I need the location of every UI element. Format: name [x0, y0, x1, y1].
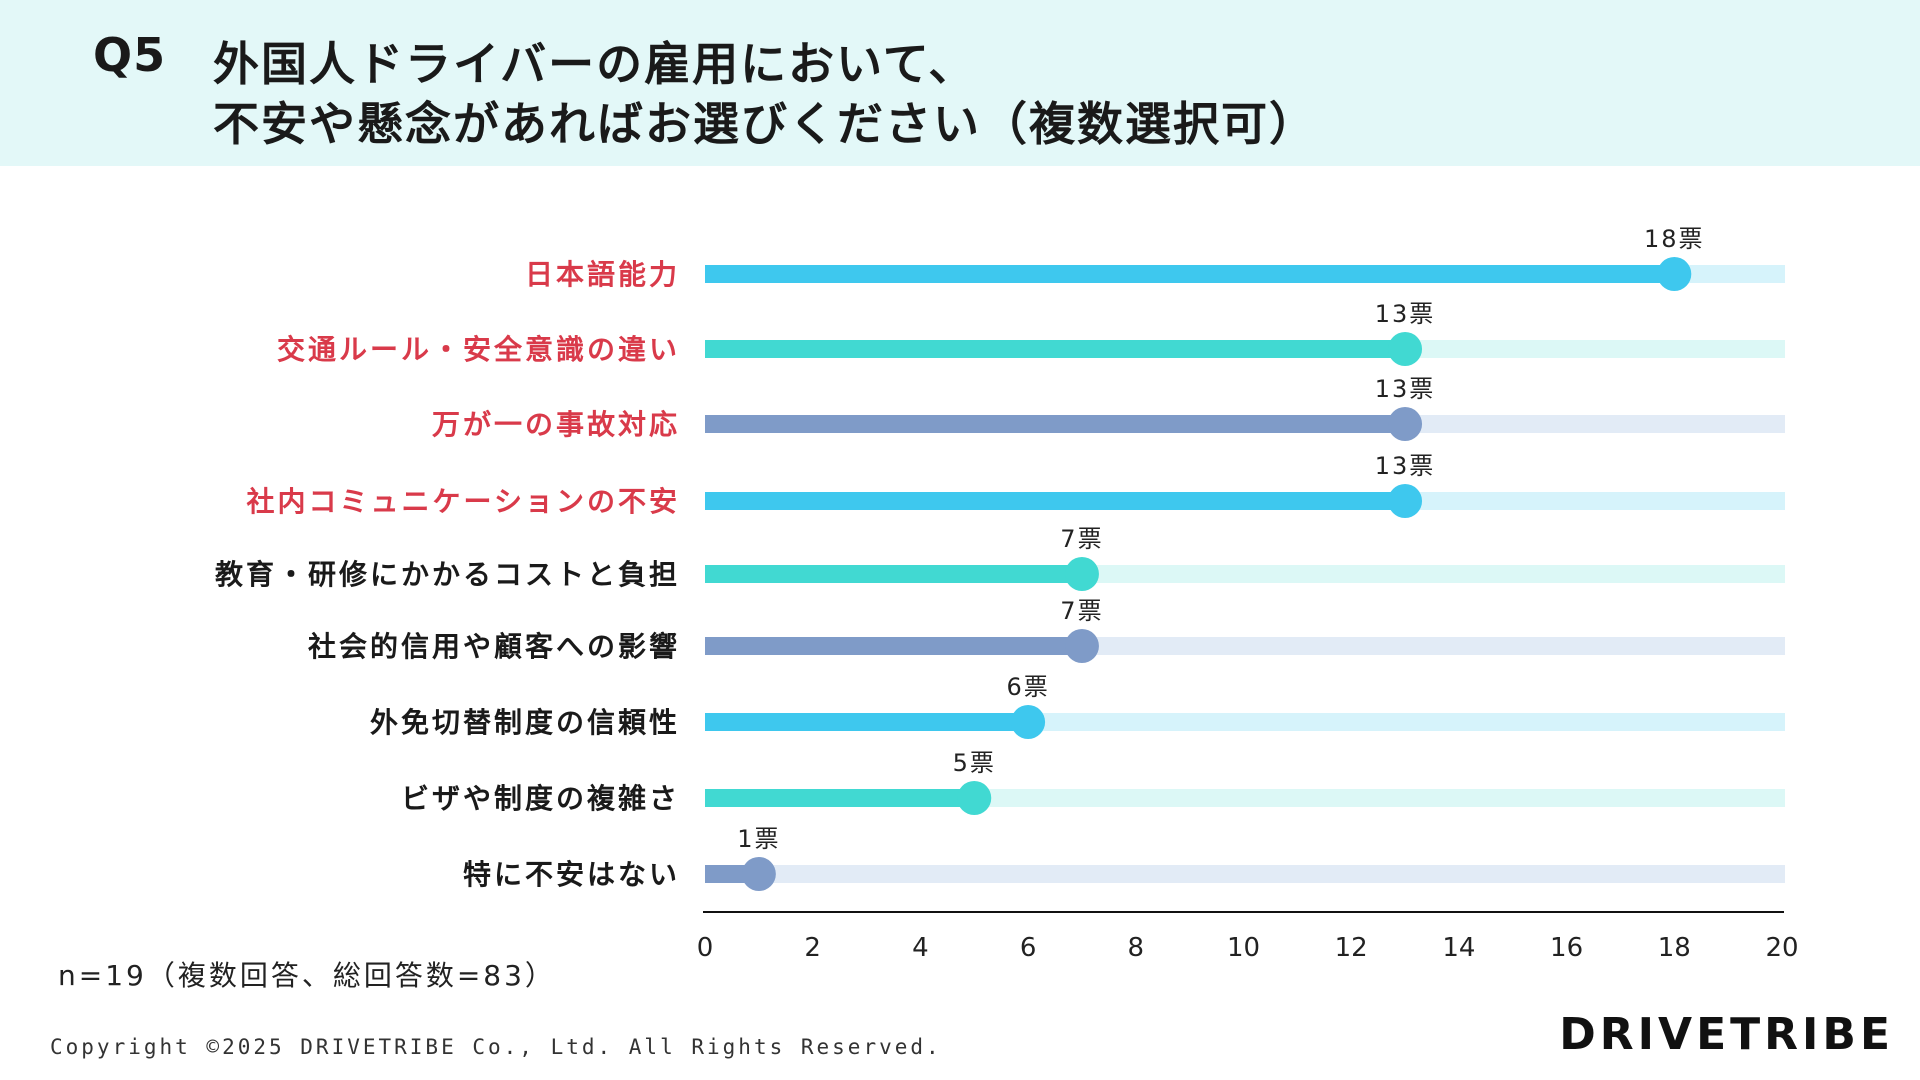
category-label: 交通ルール・安全意識の違い: [277, 333, 680, 366]
x-tick-label: 20: [1765, 933, 1798, 963]
category-label: 特に不安はない: [463, 858, 680, 891]
x-tick-label: 2: [804, 933, 821, 963]
bar-dot: [1064, 629, 1099, 663]
value-label: 7票: [1060, 597, 1103, 625]
bar: [705, 713, 1029, 731]
x-tick-label: 18: [1658, 933, 1691, 963]
value-label: 13票: [1375, 375, 1436, 403]
value-label: 7票: [1060, 525, 1103, 553]
bar-dot: [1388, 332, 1423, 366]
x-tick-label: 8: [1128, 933, 1145, 963]
bar-dot: [741, 857, 776, 891]
category-label: 万が一の事故対応: [432, 408, 680, 441]
x-tick-label: 12: [1335, 933, 1368, 963]
value-label: 18票: [1644, 225, 1705, 253]
category-label: ビザや制度の複雑さ: [401, 782, 680, 815]
bar-dot: [957, 781, 992, 815]
bar-dot: [1388, 407, 1423, 441]
bar-dot: [1011, 705, 1046, 739]
category-label: 日本語能力: [525, 258, 680, 291]
bar-dot: [1388, 484, 1423, 518]
value-label: 6票: [1006, 673, 1049, 701]
copyright-text: Copyright ©2025 DRIVETRIBE Co., Ltd. All…: [50, 1035, 942, 1059]
value-label: 13票: [1375, 300, 1436, 328]
x-tick-label: 6: [1020, 933, 1037, 963]
bar: [705, 492, 1406, 510]
bar: [705, 789, 975, 807]
bar: [705, 637, 1082, 655]
category-labels: 日本語能力交通ルール・安全意識の違い万が一の事故対応社内コミュニケーションの不安…: [215, 258, 680, 891]
bar-dots: [741, 257, 1692, 891]
bar-dot: [1064, 557, 1099, 591]
x-tick-label: 14: [1442, 933, 1475, 963]
bar: [705, 340, 1406, 358]
bar: [705, 565, 1082, 583]
category-label: 社会的信用や顧客への影響: [308, 630, 680, 663]
bar-dot: [1657, 257, 1692, 291]
x-tick-label: 16: [1550, 933, 1583, 963]
question-title-line2: 不安や懸念があればお選びください（複数選択可）: [213, 97, 1317, 151]
x-tick-label: 10: [1227, 933, 1260, 963]
sample-size-note: n=19（複数回答、総回答数=83）: [58, 959, 556, 992]
bar: [705, 415, 1406, 433]
value-label: 5票: [953, 749, 996, 777]
category-label: 社内コミュニケーションの不安: [247, 485, 680, 518]
bar-track: [705, 865, 1785, 883]
question-title-line1: 外国人ドライバーの雇用において、: [213, 37, 977, 91]
category-label: 外免切替制度の信頼性: [370, 706, 680, 739]
lollipop-chart: 日本語能力交通ルール・安全意識の違い万が一の事故対応社内コミュニケーションの不安…: [215, 225, 1799, 963]
value-labels: 18票 13票 13票 13票 7票 7票 6票 5票 1票: [737, 225, 1705, 853]
bars: [705, 265, 1675, 883]
drivetribe-logo: DRIVETRIBE: [1559, 1009, 1894, 1060]
question-number: Q5: [93, 28, 167, 82]
title-banner: Q5 外国人ドライバーの雇用において、 不安や懸念があればお選びください（複数選…: [0, 0, 1920, 166]
value-label: 1票: [737, 825, 780, 853]
value-label: 13票: [1375, 452, 1436, 480]
category-label: 教育・研修にかかるコストと負担: [215, 558, 680, 591]
x-tick-label: 4: [912, 933, 929, 963]
x-tick-labels: 0 2 4 6 8 10 12 14 16 18 20: [697, 933, 1799, 963]
bar: [705, 265, 1675, 283]
x-tick-label: 0: [697, 933, 714, 963]
